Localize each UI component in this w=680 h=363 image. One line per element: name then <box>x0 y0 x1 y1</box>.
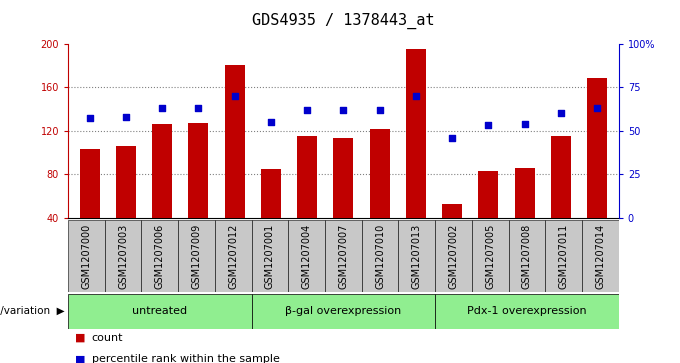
Point <box>338 107 349 113</box>
Text: GSM1207010: GSM1207010 <box>375 223 385 289</box>
Bar <box>587 78 607 218</box>
Bar <box>252 294 435 329</box>
Bar <box>362 220 398 292</box>
Point <box>229 93 240 99</box>
Bar <box>370 129 390 218</box>
Bar <box>472 220 509 292</box>
Text: GSM1207006: GSM1207006 <box>155 223 165 289</box>
Bar <box>515 168 534 218</box>
Bar <box>479 171 498 218</box>
Bar <box>297 136 317 218</box>
Text: GSM1207001: GSM1207001 <box>265 223 275 289</box>
Bar <box>442 204 462 218</box>
Bar <box>116 146 136 218</box>
Point <box>483 123 494 129</box>
Text: β-gal overexpression: β-gal overexpression <box>286 306 401 316</box>
Bar <box>406 49 426 218</box>
Text: GSM1207005: GSM1207005 <box>486 223 495 289</box>
Text: GSM1207009: GSM1207009 <box>192 223 201 289</box>
Text: GSM1207014: GSM1207014 <box>596 223 605 289</box>
Point <box>265 119 276 125</box>
Text: GSM1207008: GSM1207008 <box>522 223 532 289</box>
Bar <box>152 124 172 218</box>
Text: GSM1207007: GSM1207007 <box>339 223 348 289</box>
Point <box>84 115 95 121</box>
Text: GSM1207003: GSM1207003 <box>118 223 128 289</box>
Bar <box>509 220 545 292</box>
Point <box>519 121 530 127</box>
Bar <box>325 220 362 292</box>
Text: GSM1207002: GSM1207002 <box>449 223 458 289</box>
Point <box>592 105 602 111</box>
Bar <box>435 294 619 329</box>
Point <box>411 93 422 99</box>
Text: genotype/variation  ▶: genotype/variation ▶ <box>0 306 65 316</box>
Point <box>157 105 168 111</box>
Point <box>447 135 458 140</box>
Bar <box>105 220 141 292</box>
Bar <box>261 169 281 218</box>
Text: GSM1207000: GSM1207000 <box>82 223 91 289</box>
Text: Pdx-1 overexpression: Pdx-1 overexpression <box>467 306 587 316</box>
Text: GSM1207013: GSM1207013 <box>412 223 422 289</box>
Bar <box>333 138 354 218</box>
Bar <box>545 220 582 292</box>
Bar <box>215 220 252 292</box>
Bar <box>435 220 472 292</box>
Bar <box>68 220 105 292</box>
Bar <box>288 220 325 292</box>
Point <box>302 107 313 113</box>
Bar <box>178 220 215 292</box>
Text: ■: ■ <box>75 354 85 363</box>
Bar <box>68 294 252 329</box>
Text: percentile rank within the sample: percentile rank within the sample <box>92 354 279 363</box>
Bar <box>188 123 208 218</box>
Bar <box>252 220 288 292</box>
Point <box>556 110 566 116</box>
Bar <box>224 65 245 218</box>
Point <box>193 105 204 111</box>
Bar <box>551 136 571 218</box>
Point <box>374 107 385 113</box>
Text: untreated: untreated <box>132 306 188 316</box>
Text: GSM1207012: GSM1207012 <box>228 223 238 289</box>
Text: GDS4935 / 1378443_at: GDS4935 / 1378443_at <box>252 13 435 29</box>
Point <box>120 114 131 120</box>
Text: GSM1207011: GSM1207011 <box>559 223 568 289</box>
Text: count: count <box>92 333 123 343</box>
Bar <box>582 220 619 292</box>
Text: ■: ■ <box>75 333 85 343</box>
Bar <box>141 220 178 292</box>
Bar <box>398 220 435 292</box>
Bar <box>80 149 100 218</box>
Text: GSM1207004: GSM1207004 <box>302 223 311 289</box>
